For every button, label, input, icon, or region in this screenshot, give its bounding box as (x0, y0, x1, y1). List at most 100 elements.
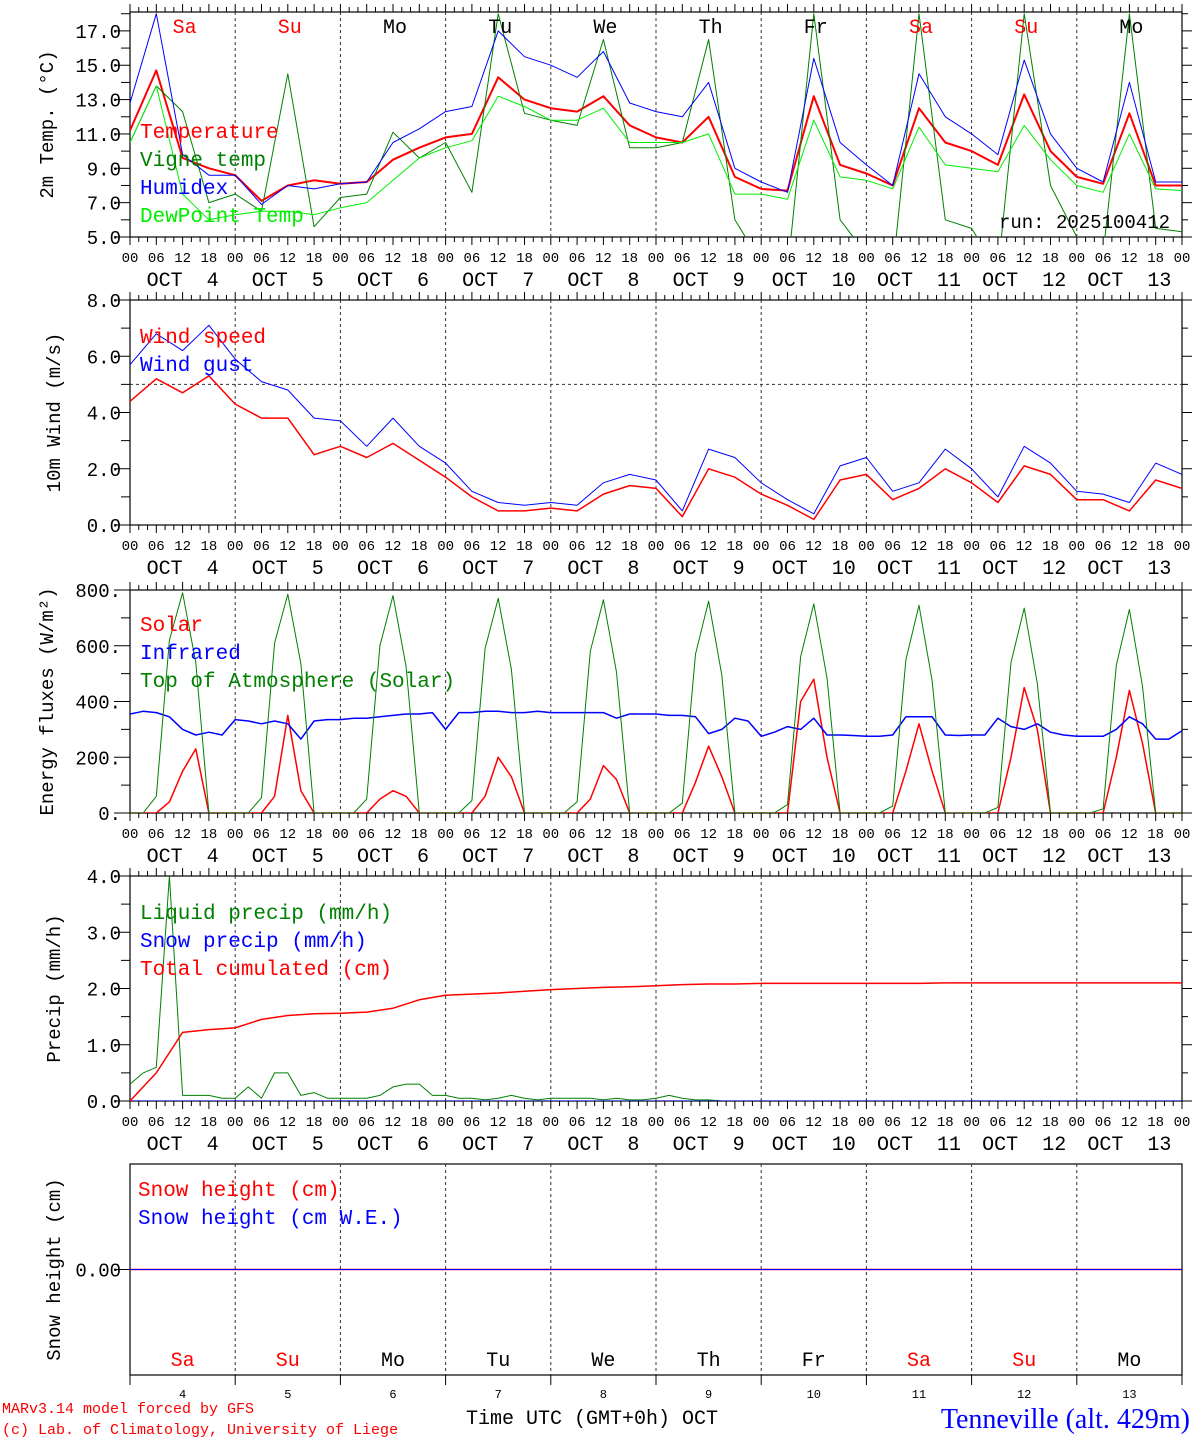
hour-tick-label: 12 (1121, 539, 1138, 555)
day-number: 6 (417, 846, 429, 869)
hour-tick-label: 12 (805, 1115, 822, 1131)
day-number: 9 (733, 846, 745, 869)
hour-tick-label: 00 (332, 827, 349, 843)
hour-tick-label: 00 (332, 1115, 349, 1131)
month-label: OCT (462, 1134, 498, 1157)
hour-tick-label: 12 (700, 827, 717, 843)
hour-tick-label: 12 (700, 1115, 717, 1131)
month-label: OCT (982, 846, 1018, 869)
date-label: OCT 5 (252, 270, 324, 293)
hour-tick-label: 00 (542, 251, 559, 267)
day-number: 11 (937, 270, 961, 293)
series-line-top-of-atmosphere-solar (130, 592, 1182, 813)
month-label: OCT (252, 270, 288, 293)
y-axis-title: 10m Wind (m/s) (44, 333, 66, 493)
hour-tick-label: 12 (174, 827, 191, 843)
weekday-label: Su (278, 17, 302, 40)
month-label: OCT (772, 558, 808, 581)
weekday-label: Sa (909, 17, 933, 40)
y-tick-label: 800. (75, 581, 121, 603)
date-label: OCT 4 (147, 558, 219, 581)
day-number: 6 (417, 1134, 429, 1157)
hour-tick-label: 00 (963, 827, 980, 843)
hour-tick-label: 12 (1121, 1115, 1138, 1131)
hour-tick-label: 18 (726, 827, 743, 843)
series-line-wind-gust (130, 324, 1182, 515)
month-label: OCT (567, 270, 603, 293)
y-tick-label: 0. (98, 804, 121, 826)
hour-tick-label: 12 (595, 827, 612, 843)
month-label: OCT (1087, 558, 1123, 581)
hour-tick-label: 18 (937, 1115, 954, 1131)
hour-tick-label: 06 (779, 251, 796, 267)
day-number: 8 (627, 1134, 639, 1157)
hour-tick-label: 12 (1121, 827, 1138, 843)
date-label: OCT 7 (462, 1134, 534, 1157)
hour-tick-label: 12 (805, 539, 822, 555)
y-tick-label: 4.0 (87, 867, 121, 889)
day-number: 8 (627, 270, 639, 293)
day-number: 11 (912, 1388, 926, 1402)
hour-tick-label: 12 (385, 251, 402, 267)
hour-tick-label: 12 (595, 1115, 612, 1131)
hour-tick-label: 06 (463, 1115, 480, 1131)
plot-frame (129, 299, 1183, 526)
hour-tick-label: 12 (174, 1115, 191, 1131)
day-number: 7 (522, 558, 534, 581)
hour-tick-label: 12 (174, 539, 191, 555)
legend-entry: Solar (140, 615, 203, 638)
date-label: OCT 4 (147, 846, 219, 869)
hour-tick-label: 06 (358, 539, 375, 555)
weekday-label: We (591, 1350, 615, 1373)
hour-tick-label: 06 (148, 1115, 165, 1131)
hour-tick-label: 06 (569, 1115, 586, 1131)
month-label: OCT (673, 270, 709, 293)
month-label: OCT (772, 846, 808, 869)
date-label: OCT 13 (1087, 1134, 1171, 1157)
month-label: OCT (877, 270, 913, 293)
date-label: OCT 7 (462, 270, 534, 293)
hour-tick-label: 00 (648, 539, 665, 555)
y-tick-label: 0.0 (87, 516, 121, 538)
day-number: 12 (1042, 558, 1066, 581)
hour-tick-label: 00 (227, 827, 244, 843)
date-label: OCT 5 (252, 846, 324, 869)
legend-entry: Snow precip (mm/h) (140, 931, 367, 954)
y-axis-title: Snow height (cm) (44, 1178, 66, 1360)
weekday-label: Th (697, 1350, 721, 1373)
hour-tick-label: 18 (937, 539, 954, 555)
date-label: OCT 8 (567, 558, 639, 581)
date-label: OCT 12 (982, 1134, 1066, 1157)
hour-tick-label: 00 (1068, 539, 1085, 555)
panel-temperature: 00 06 12 18 00 06 12 18 00 06 12 18 00 06 12 18 00 06 12 18… (37, 4, 1192, 293)
hour-tick-label: 00 (963, 1115, 980, 1131)
month-label: OCT (462, 846, 498, 869)
station-title: Tenneville (alt. 429m) (941, 1404, 1190, 1435)
day-number: 7 (522, 846, 534, 869)
date-label: OCT 9 (673, 558, 745, 581)
hour-tick-label: 00 (332, 539, 349, 555)
hour-tick-label: 06 (674, 539, 691, 555)
hour-tick-label: 06 (1095, 827, 1112, 843)
weekday-label: Sa (173, 17, 197, 40)
hour-tick-label: 18 (516, 539, 533, 555)
hour-tick-label: 00 (437, 1115, 454, 1131)
day-number: 7 (522, 270, 534, 293)
hour-tick-label: 06 (148, 251, 165, 267)
hour-tick-label: 18 (1042, 827, 1059, 843)
day-number: 13 (1122, 1388, 1136, 1402)
model-credit: MARv3.14 model forced by GFS (2, 1401, 254, 1418)
hour-tick-label: 06 (779, 827, 796, 843)
day-number: 5 (312, 1134, 324, 1157)
hour-tick-label: 12 (595, 539, 612, 555)
day-number: 13 (1147, 846, 1171, 869)
hour-tick-label: 12 (490, 827, 507, 843)
date-label: OCT 10 (772, 270, 856, 293)
hour-tick-label: 00 (1174, 1115, 1191, 1131)
month-label: OCT (462, 558, 498, 581)
hour-tick-label: 18 (200, 539, 217, 555)
hour-tick-label: 00 (753, 539, 770, 555)
month-label: OCT (462, 270, 498, 293)
y-tick-label: 6.0 (87, 347, 121, 369)
date-label: OCT 5 (252, 558, 324, 581)
